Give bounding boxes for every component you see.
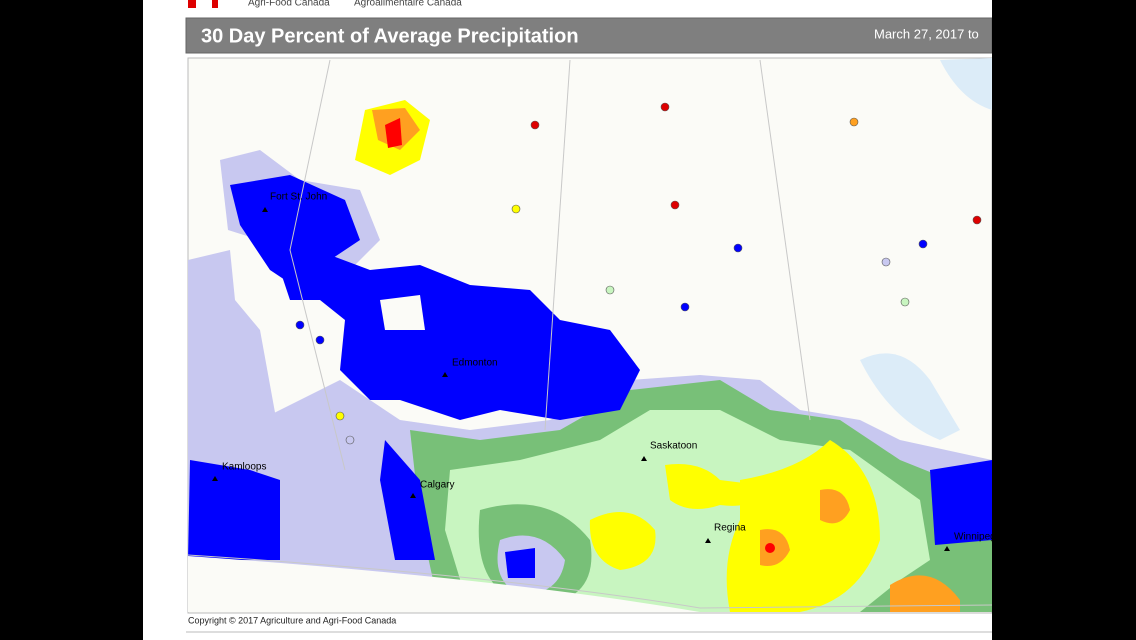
title-bar <box>185 17 992 54</box>
flag <box>212 0 218 8</box>
agency-fr: Agroalimentaire Canada <box>354 0 462 9</box>
city-label: Saskatoon <box>650 441 697 452</box>
map-figure: Agri-Food Canada Agroalimentaire Canada … <box>185 0 992 633</box>
city-label: Regina <box>714 523 746 534</box>
copyright: Copyright © 2017 Agriculture and Agri-Fo… <box>188 615 396 625</box>
flag <box>188 0 196 8</box>
map: Fort St. John Edmonton Saskatoon Calgary… <box>187 57 992 614</box>
title: 30 Day Percent of Average Precipitation <box>201 25 579 47</box>
city-label: Kamloops <box>222 462 266 473</box>
page: Agri-Food Canada Agroalimentaire Canada … <box>143 0 992 640</box>
city-label: Winnipeg <box>954 532 992 543</box>
date: March 27, 2017 to <box>874 26 979 41</box>
agency-en: Agri-Food Canada <box>248 0 330 9</box>
city-label: Calgary <box>420 480 454 491</box>
city-label: Fort St. John <box>270 192 327 203</box>
city-label: Edmonton <box>452 358 498 369</box>
